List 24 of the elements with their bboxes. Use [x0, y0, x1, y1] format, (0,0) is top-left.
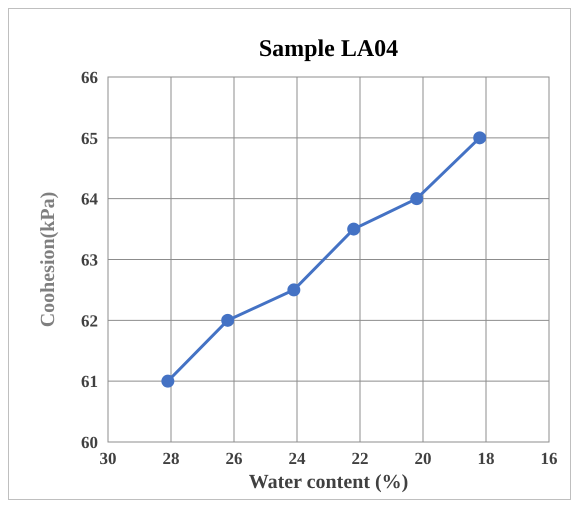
y-axis-title: Coohesion(kPa): [37, 192, 59, 328]
chart-title: Sample LA04: [258, 36, 398, 62]
x-axis-title: Water content (%): [248, 471, 408, 493]
y-tick-label: 65: [81, 128, 98, 148]
y-tick-label: 64: [81, 190, 98, 209]
x-tick-label: 20: [414, 449, 432, 468]
x-tick-label: 30: [100, 449, 116, 468]
point: [410, 192, 424, 206]
y-tick-label: 66: [81, 68, 98, 87]
y-tick-label: 61: [81, 372, 98, 392]
x-tick-label: 16: [540, 449, 558, 468]
x-tick-label: 22: [352, 449, 368, 468]
y-tick-label: 62: [81, 311, 98, 330]
point: [473, 131, 486, 144]
x-tick-label: 18: [478, 449, 494, 468]
point: [347, 222, 360, 236]
point: [221, 314, 234, 327]
x-tick-label: 24: [288, 449, 306, 468]
y-tick-label: 63: [81, 250, 98, 270]
y-tick-label: 60: [81, 433, 98, 452]
point: [161, 374, 174, 388]
point: [287, 283, 300, 296]
x-tick-label: 28: [162, 449, 180, 468]
x-tick-label: 26: [226, 449, 242, 468]
